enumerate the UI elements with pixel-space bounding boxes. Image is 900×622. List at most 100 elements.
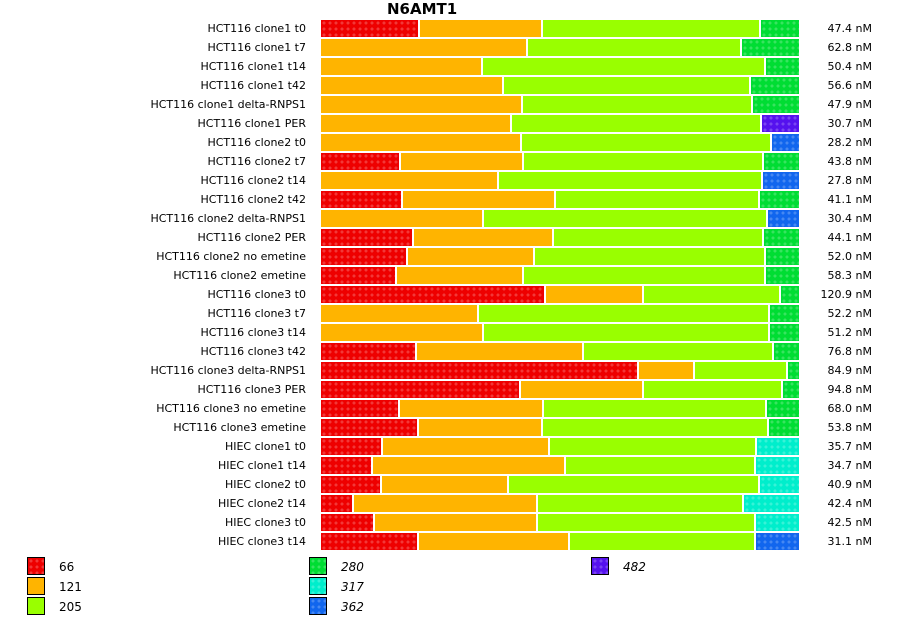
bar-segment-205 (524, 153, 762, 170)
bar-segment-66 (321, 20, 418, 37)
bar-segment-66 (321, 476, 380, 493)
bar-segment-205 (538, 495, 742, 512)
legend-swatch (27, 557, 45, 575)
row-label: HCT116 clone3 t14 (200, 326, 306, 339)
bar-segment-121 (321, 77, 502, 94)
stacked-bar (321, 20, 803, 37)
bar-segment-205 (554, 229, 762, 246)
row-label: HCT116 clone1 t0 (207, 22, 306, 35)
row-value-label: 35.7 nM (827, 440, 872, 453)
row-value-label: 52.0 nM (827, 250, 872, 263)
bar-row: HCT116 clone2 no emetine 52.0 nM (0, 248, 900, 267)
bar-row: HIEC clone1 t14 34.7 nM (0, 457, 900, 476)
bar-segment-280 (774, 343, 799, 360)
row-label: HCT116 clone2 emetine (173, 269, 306, 282)
stacked-bar (321, 533, 803, 550)
bar-row: HCT116 clone3 t7 52.2 nM (0, 305, 900, 324)
row-value-label: 76.8 nM (827, 345, 872, 358)
stacked-bar (321, 248, 803, 265)
bar-segment-205 (509, 476, 758, 493)
bar-segment-280 (783, 381, 799, 398)
bar-segment-121 (408, 248, 533, 265)
stacked-bar (321, 419, 803, 436)
row-value-label: 44.1 nM (827, 231, 872, 244)
bar-segment-362 (768, 210, 799, 227)
stacked-bar (321, 153, 803, 170)
row-value-label: 34.7 nM (827, 459, 872, 472)
bar-segment-280 (751, 77, 799, 94)
bar-segment-121 (419, 533, 568, 550)
stacked-bar (321, 96, 803, 113)
bar-row: HIEC clone1 t0 35.7 nM (0, 438, 900, 457)
stacked-bar (321, 495, 803, 512)
bar-row: HIEC clone3 t0 42.5 nM (0, 514, 900, 533)
bar-segment-362 (763, 172, 799, 189)
row-label: HCT116 clone2 t7 (207, 155, 306, 168)
bar-segment-121 (639, 362, 693, 379)
row-label: HCT116 clone3 emetine (173, 421, 306, 434)
row-label: HCT116 clone1 t42 (200, 79, 306, 92)
bar-segment-66 (321, 457, 371, 474)
row-label: HCT116 clone3 no emetine (156, 402, 306, 415)
bar-segment-482 (762, 115, 799, 132)
bar-row: HCT116 clone1 PER 30.7 nM (0, 115, 900, 134)
row-label: HCT116 clone2 no emetine (156, 250, 306, 263)
bar-segment-205 (484, 324, 768, 341)
row-value-label: 31.1 nM (827, 535, 872, 548)
bar-segment-205 (566, 457, 754, 474)
bar-segment-280 (769, 419, 799, 436)
legend-swatch (27, 597, 45, 615)
row-value-label: 28.2 nM (827, 136, 872, 149)
row-value-label: 42.5 nM (827, 516, 872, 529)
row-label: HCT116 clone1 delta-RNPS1 (150, 98, 306, 111)
bar-segment-280 (764, 153, 799, 170)
stacked-bar (321, 39, 803, 56)
bar-segment-121 (414, 229, 552, 246)
bar-row: HIEC clone2 t14 42.4 nM (0, 495, 900, 514)
row-value-label: 30.7 nM (827, 117, 872, 130)
bar-segment-362 (756, 533, 799, 550)
legend-swatch (309, 557, 327, 575)
stacked-bar (321, 229, 803, 246)
row-label: HCT116 clone2 PER (197, 231, 306, 244)
bar-row: HCT116 clone3 PER 94.8 nM (0, 381, 900, 400)
bar-segment-66 (321, 514, 373, 531)
bar-segment-205 (535, 248, 764, 265)
row-label: HIEC clone1 t14 (217, 459, 306, 472)
bar-segment-121 (403, 191, 554, 208)
bar-row: HIEC clone2 t0 40.9 nM (0, 476, 900, 495)
legend-label: 205 (59, 600, 82, 614)
stacked-bar (321, 115, 803, 132)
row-label: HCT116 clone1 t7 (207, 41, 306, 54)
row-value-label: 43.8 nM (827, 155, 872, 168)
bar-segment-205 (544, 400, 765, 417)
legend-swatch (27, 577, 45, 595)
bar-segment-317 (756, 514, 799, 531)
bar-segment-280 (781, 286, 799, 303)
bar-segment-205 (528, 39, 740, 56)
bar-segment-121 (321, 134, 520, 151)
bar-segment-317 (744, 495, 799, 512)
bar-segment-280 (770, 324, 799, 341)
bar-segment-121 (382, 476, 507, 493)
bar-segment-205 (550, 438, 755, 455)
bar-row: HCT116 clone1 delta-RNPS1 47.9 nM (0, 96, 900, 115)
bar-segment-280 (767, 400, 799, 417)
bar-row: HCT116 clone2 PER 44.1 nM (0, 229, 900, 248)
bar-segment-205 (570, 533, 754, 550)
bar-segment-280 (760, 191, 799, 208)
stacked-bar (321, 476, 803, 493)
stacked-bar (321, 305, 803, 322)
row-label: HCT116 clone2 t0 (207, 136, 306, 149)
bar-segment-121 (546, 286, 642, 303)
row-value-label: 42.4 nM (827, 497, 872, 510)
row-value-label: 41.1 nM (827, 193, 872, 206)
bar-row: HCT116 clone2 t7 43.8 nM (0, 153, 900, 172)
bar-segment-317 (760, 476, 799, 493)
legend-label: 482 (623, 560, 646, 574)
stacked-bar (321, 58, 803, 75)
bar-segment-280 (742, 39, 799, 56)
bar-segment-121 (373, 457, 564, 474)
bar-segment-121 (321, 324, 482, 341)
bar-segment-205 (584, 343, 772, 360)
